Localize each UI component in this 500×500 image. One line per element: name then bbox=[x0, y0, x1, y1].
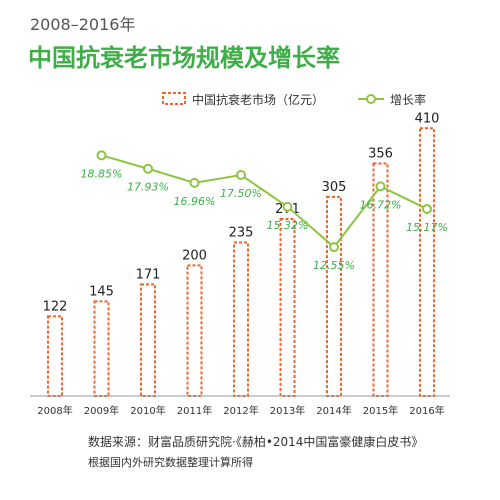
x-tick-label: 2011年 bbox=[177, 404, 212, 417]
x-tick-label: 2008年 bbox=[37, 404, 72, 417]
bar bbox=[326, 195, 342, 397]
growth-value-label: 15.32% bbox=[267, 219, 309, 232]
bar bbox=[186, 264, 203, 397]
source-line-2: 根据国内外研究数据整理计算所得 bbox=[88, 455, 253, 469]
growth-line bbox=[101, 154, 428, 249]
bar bbox=[372, 162, 389, 397]
growth-point bbox=[143, 163, 153, 174]
source-line-1: 数据来源：财富品质研究院·《赫柏•2014中国富豪健康白皮书》 bbox=[88, 434, 423, 449]
x-tick-label: 2015年 bbox=[363, 404, 398, 417]
bar-value-label: 305 bbox=[322, 180, 347, 195]
growth-value-label: 15.17% bbox=[406, 221, 448, 234]
legend-bar-swatch bbox=[162, 92, 186, 105]
bar bbox=[47, 315, 63, 398]
legend-bar-label: 中国抗衰老市场（亿元） bbox=[192, 92, 324, 107]
growth-value-label: 12.55% bbox=[313, 259, 355, 272]
growth-point bbox=[422, 203, 432, 214]
line-layer: 18.85% 17.93% 16.96% 17.50% 15.32% 12.55% 16.7… bbox=[81, 150, 448, 272]
growth-value-label: 17.93% bbox=[127, 181, 169, 194]
chart-subtitle: 2008–2016年 bbox=[30, 15, 135, 34]
growth-value-label: 17.50% bbox=[220, 187, 262, 200]
legend: 中国抗衰老市场（亿元） 增长率 bbox=[162, 92, 426, 107]
growth-value-label: 16.72% bbox=[360, 198, 402, 211]
growth-point bbox=[96, 150, 107, 161]
growth-value-label: 18.85% bbox=[81, 167, 123, 180]
x-tick-label: 2012年 bbox=[223, 404, 258, 417]
growth-point bbox=[375, 181, 386, 192]
legend-line-swatch-marker bbox=[366, 94, 376, 104]
chart-title: 中国抗衰老市场规模及增长率 bbox=[28, 44, 340, 72]
bar-value-label: 145 bbox=[89, 284, 114, 299]
growth-point bbox=[236, 170, 246, 180]
x-tick-label: 2009年 bbox=[84, 404, 119, 417]
growth-point bbox=[189, 177, 200, 188]
bar-value-label: 171 bbox=[136, 267, 161, 282]
bar bbox=[419, 127, 435, 398]
bar bbox=[279, 218, 296, 397]
growth-point bbox=[329, 242, 339, 253]
x-tick-label: 2016年 bbox=[409, 404, 444, 417]
growth-value-label: 16.96% bbox=[174, 195, 216, 208]
x-tick-label: 2010年 bbox=[130, 404, 165, 417]
bar bbox=[233, 241, 249, 397]
x-tick-label: 2014年 bbox=[316, 404, 351, 417]
bar-value-label: 200 bbox=[182, 248, 207, 263]
growth-point bbox=[282, 201, 293, 212]
bar-value-label: 122 bbox=[43, 299, 68, 314]
legend-line-label: 增长率 bbox=[390, 92, 426, 107]
bar bbox=[93, 300, 110, 397]
bar-value-label: 356 bbox=[368, 147, 393, 162]
x-axis: 2008年 2009年 2010年 2011年 2012年 2013年 2014年 2015年… bbox=[30, 395, 450, 417]
bar-value-label: 410 bbox=[415, 111, 440, 126]
bar bbox=[140, 283, 156, 398]
bar-value-label: 235 bbox=[229, 226, 254, 241]
x-tick-label: 2013年 bbox=[270, 404, 305, 417]
